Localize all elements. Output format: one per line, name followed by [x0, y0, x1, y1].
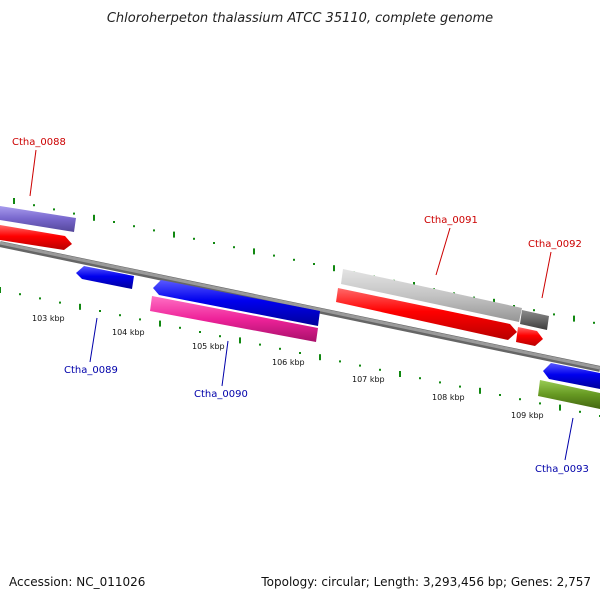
- ctha-0091-cds[interactable]: [336, 288, 517, 340]
- ctha-0089-cds[interactable]: [76, 266, 134, 289]
- minor-tick: [593, 321, 595, 324]
- minor-tick: [313, 263, 315, 265]
- minor-tick: [359, 364, 361, 367]
- scale-label: 108 kbp: [432, 393, 465, 402]
- minor-tick: [113, 221, 115, 223]
- label-leaders: [29, 149, 574, 461]
- forward-features: [0, 206, 549, 346]
- reverse-features: [76, 266, 600, 409]
- scale-label: 109 kbp: [511, 411, 544, 420]
- minor-tick: [513, 305, 515, 307]
- ctha-0090-rrna[interactable]: [150, 296, 318, 342]
- minor-tick: [133, 225, 135, 228]
- minor-tick: [233, 246, 235, 249]
- minor-tick: [213, 242, 215, 244]
- minor-tick: [299, 352, 301, 354]
- minor-tick: [219, 335, 221, 338]
- minor-tick: [99, 310, 101, 312]
- scale-label: 105 kbp: [192, 342, 225, 351]
- scale-label: 107 kbp: [352, 375, 385, 384]
- gene-label-ctha-0089[interactable]: Ctha_0089: [64, 365, 118, 376]
- minor-tick: [19, 293, 21, 296]
- gene-label-ctha-0091[interactable]: Ctha_0091: [424, 215, 478, 226]
- minor-tick: [279, 347, 281, 350]
- minor-tick: [539, 402, 541, 405]
- genome-backbone: [0, 241, 600, 372]
- ctha-0092-feature[interactable]: [520, 310, 549, 330]
- major-tick: [399, 371, 401, 377]
- major-tick: [13, 198, 15, 204]
- scale-label: 106 kbp: [272, 358, 305, 367]
- major-tick: [493, 298, 495, 305]
- major-tick: [253, 248, 255, 255]
- major-tick: [559, 404, 561, 411]
- minor-tick: [579, 410, 581, 413]
- major-tick: [93, 214, 95, 221]
- scale-labels: 103 kbp 104 kbp 105 kbp 106 kbp 107 kbp …: [32, 314, 544, 420]
- major-tick: [573, 315, 575, 322]
- minor-tick: [193, 237, 195, 240]
- gene-label-ctha-0090[interactable]: Ctha_0090: [194, 389, 248, 400]
- major-tick: [239, 337, 241, 344]
- minor-tick: [439, 381, 441, 384]
- minor-tick: [379, 368, 381, 371]
- minor-tick: [139, 318, 141, 321]
- ctha-0088-cds[interactable]: [0, 225, 72, 250]
- minor-tick: [179, 326, 181, 329]
- minor-tick: [73, 212, 75, 215]
- minor-tick: [119, 314, 121, 317]
- minor-tick: [459, 385, 461, 388]
- major-tick: [79, 303, 81, 310]
- major-tick: [0, 287, 1, 293]
- gene-label-ctha-0088[interactable]: Ctha_0088: [12, 137, 66, 148]
- ctha-0093-cds[interactable]: [543, 363, 600, 389]
- scale-label: 104 kbp: [112, 328, 145, 337]
- accession-text: Accession: NC_011026: [9, 575, 145, 589]
- minor-tick: [339, 360, 341, 363]
- minor-tick: [519, 398, 521, 401]
- gene-label-ctha-0092[interactable]: Ctha_0092: [528, 239, 582, 250]
- ctha-0091-feature[interactable]: [341, 269, 522, 322]
- minor-tick: [53, 208, 55, 211]
- major-tick: [173, 231, 175, 238]
- minor-tick: [499, 394, 501, 396]
- genome-title: Chloroherpeton thalassium ATCC 35110, co…: [107, 11, 493, 26]
- minor-tick: [33, 204, 35, 207]
- minor-tick: [39, 297, 41, 300]
- minor-tick: [419, 377, 421, 380]
- scale-label: 103 kbp: [32, 314, 65, 323]
- major-tick: [319, 354, 321, 361]
- major-tick: [159, 320, 161, 327]
- major-tick: [333, 265, 335, 272]
- minor-tick: [553, 313, 555, 316]
- minor-tick: [259, 343, 261, 346]
- gene-label-ctha-0093[interactable]: Ctha_0093: [535, 464, 589, 475]
- minor-tick: [153, 229, 155, 232]
- reverse-strand-ticks: [0, 287, 600, 417]
- genome-summary-text: Topology: circular; Length: 3,293,456 bp…: [260, 575, 591, 589]
- ctha-0090-cds[interactable]: [153, 280, 320, 326]
- ctha-0093-feature[interactable]: [538, 380, 600, 409]
- minor-tick: [533, 309, 535, 312]
- minor-tick: [273, 254, 275, 257]
- minor-tick: [293, 258, 295, 261]
- minor-tick: [59, 301, 61, 304]
- major-tick: [479, 387, 481, 394]
- minor-tick: [199, 331, 201, 333]
- ctha-0092-cds[interactable]: [516, 327, 543, 346]
- ctha-0088-pseudo-feature[interactable]: [0, 206, 76, 232]
